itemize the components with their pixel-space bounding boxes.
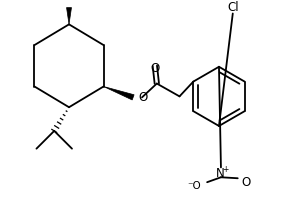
Text: O: O — [242, 176, 251, 189]
Text: +: + — [223, 165, 229, 174]
Text: Cl: Cl — [227, 1, 238, 14]
Text: N: N — [216, 167, 224, 180]
Polygon shape — [67, 7, 71, 24]
Polygon shape — [104, 86, 134, 100]
Text: O: O — [138, 91, 147, 104]
Text: ⁻O: ⁻O — [187, 181, 201, 191]
Text: O: O — [150, 62, 160, 75]
